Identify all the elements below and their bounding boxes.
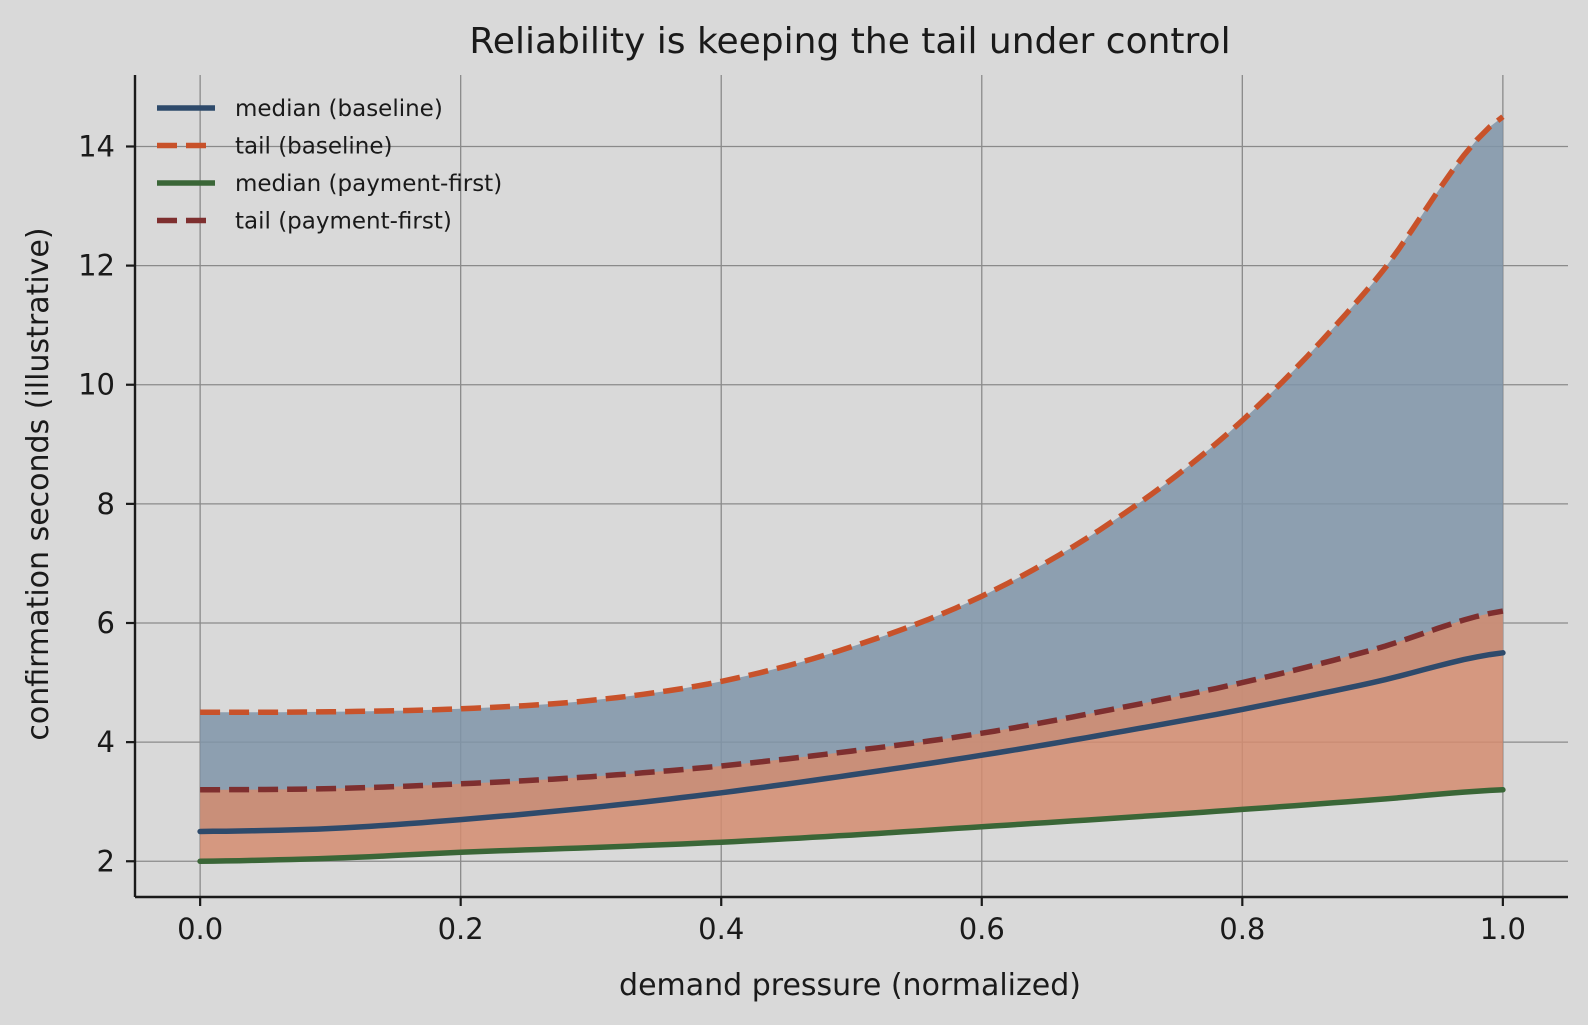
series-line-median-baseline [197, 650, 1506, 835]
legend-item: median (payment-first) [157, 171, 502, 197]
band-baseline [200, 116, 1503, 832]
x-tick-label: 0.6 [959, 912, 1005, 946]
band-payment-first [200, 611, 1503, 862]
y-tick-label: 10 [78, 368, 115, 402]
y-tick-label: 4 [97, 725, 115, 759]
legend-label: median (payment-first) [235, 171, 502, 197]
chart-title: Reliability is keeping the tail under co… [469, 21, 1230, 62]
legend-item: tail (payment-first) [157, 209, 452, 235]
x-axis-label: demand pressure (normalized) [619, 968, 1081, 1003]
legend: median (baseline) tail (baseline) median (… [157, 96, 502, 235]
legend-item: tail (baseline) [157, 134, 393, 160]
axes [133, 75, 1568, 899]
x-tick-label: 0.8 [1219, 912, 1265, 946]
x-tick-label: 1.0 [1480, 912, 1526, 946]
legend-label: tail (baseline) [235, 134, 393, 160]
bands [200, 116, 1503, 862]
y-tick-label: 12 [78, 249, 115, 283]
y-tick-label: 6 [97, 606, 115, 640]
tick-labels: 0.0 0.2 0.4 0.6 0.8 1.0 2 4 6 8 10 12 14 [78, 129, 1526, 946]
y-axis-label: confirmation seconds (illustrative) [21, 227, 56, 740]
series-line-median-payment-first [197, 787, 1506, 865]
legend-item: median (baseline) [157, 96, 443, 122]
y-tick-label: 14 [78, 129, 115, 163]
legend-label: tail (payment-first) [235, 209, 452, 235]
series-lines [197, 114, 1506, 865]
y-tick-label: 2 [97, 844, 115, 878]
x-tick-label: 0.0 [177, 912, 223, 946]
series-line-tail-baseline [200, 114, 1505, 716]
series-line-tail-payment-first [200, 608, 1504, 793]
y-tick-label: 8 [97, 487, 115, 521]
x-tick-label: 0.4 [698, 912, 744, 946]
legend-label: median (baseline) [235, 96, 443, 122]
x-tick-label: 0.2 [438, 912, 484, 946]
